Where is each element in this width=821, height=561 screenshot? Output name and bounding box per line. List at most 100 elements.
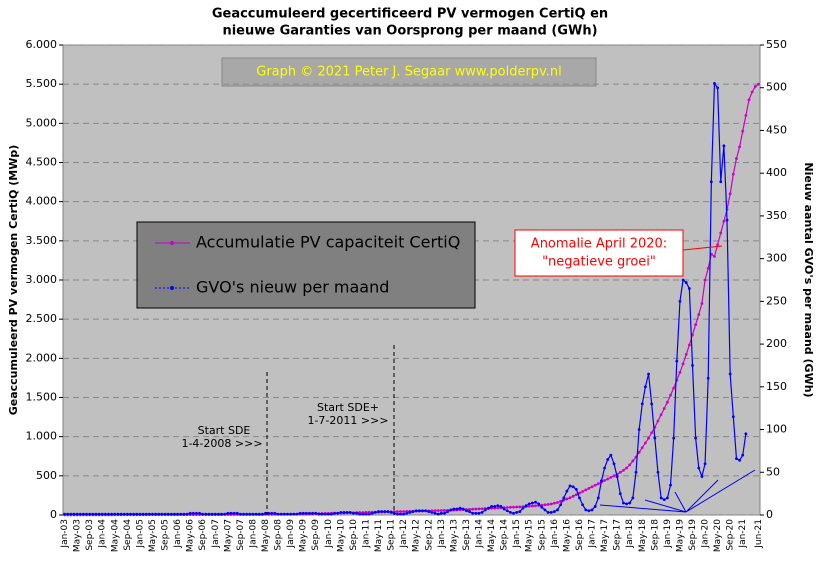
data-point [254, 512, 258, 516]
data-point [188, 511, 192, 515]
data-point [474, 507, 478, 511]
data-point [618, 492, 622, 496]
data-point [719, 180, 723, 184]
data-point [144, 512, 148, 516]
data-point [468, 507, 471, 511]
data-point [323, 512, 327, 516]
data-point [637, 428, 641, 431]
data-point [439, 509, 443, 512]
x-tick-label: May-18 [638, 519, 648, 552]
data-point [471, 507, 475, 511]
x-tick-label: Jan-03 [60, 519, 70, 549]
data-point [530, 501, 534, 505]
x-tick-label: Jan-18 [625, 519, 635, 549]
y2-axis-label: Nieuw aantal GVO's per maand (GWh) [802, 162, 815, 397]
y2-tick-label: 50 [766, 465, 780, 478]
data-point [69, 512, 73, 516]
x-tick-label: May-04 [110, 519, 120, 552]
data-point [414, 509, 418, 513]
annotation-box [514, 229, 684, 277]
data-point [637, 450, 641, 454]
chart-title: nieuwe Garanties van Oorsprong per maand… [222, 24, 597, 39]
data-point [141, 512, 145, 516]
data-point [524, 504, 528, 507]
data-point [301, 511, 305, 515]
y-tick-label: 2.000 [26, 351, 58, 364]
credit-box [221, 57, 597, 87]
data-point [546, 511, 550, 514]
data-point [245, 512, 249, 516]
y2-tick-label: 450 [766, 123, 787, 136]
data-point [408, 511, 412, 514]
x-tick-label: Sep-20 [726, 519, 736, 551]
data-point [342, 511, 346, 514]
data-point [468, 510, 471, 513]
data-point [603, 466, 606, 470]
data-point [738, 458, 741, 462]
data-point [235, 511, 239, 515]
data-point [75, 512, 79, 516]
data-point [417, 509, 421, 513]
data-point [480, 507, 484, 511]
data-point [386, 510, 390, 513]
x-tick-label: Sep-08 [274, 519, 284, 551]
x-tick-label: May-08 [261, 519, 271, 552]
data-point [753, 85, 757, 88]
data-point [248, 512, 252, 516]
data-point [687, 343, 691, 347]
x-tick-label: Sep-07 [236, 519, 246, 551]
data-point [552, 510, 556, 513]
data-point [653, 436, 657, 440]
x-tick-label: Sep-14 [500, 519, 510, 551]
data-point [543, 503, 547, 507]
data-point [587, 509, 591, 513]
data-point [644, 441, 647, 445]
data-point [596, 482, 600, 486]
data-point [424, 509, 428, 513]
data-point [474, 511, 478, 515]
data-point [405, 511, 409, 515]
data-point [612, 462, 616, 466]
data-point [311, 511, 315, 515]
y-tick-label: 500 [36, 469, 57, 482]
data-point [91, 512, 95, 516]
data-point [352, 511, 355, 515]
y2-tick-label: 300 [766, 252, 787, 265]
data-point [402, 510, 406, 513]
data-point [499, 505, 503, 508]
data-point [631, 496, 635, 500]
data-point [260, 512, 264, 516]
data-point [625, 466, 628, 470]
y2-tick-label: 550 [766, 38, 787, 51]
data-point [741, 453, 745, 457]
data-point [574, 493, 578, 497]
data-point [647, 436, 650, 440]
x-tick-label: Jan-04 [98, 519, 108, 549]
y2-tick-label: 200 [766, 337, 787, 350]
annotation: Anomalie April 2020: [531, 237, 667, 252]
x-tick-label: May-19 [675, 519, 685, 552]
data-point [681, 362, 685, 366]
data-point [210, 512, 214, 516]
data-point [483, 508, 487, 512]
data-point [659, 413, 663, 417]
data-point [314, 511, 318, 515]
x-tick-label: Sep-06 [198, 519, 208, 551]
x-tick-label: Jan-20 [701, 519, 711, 549]
data-point [713, 82, 716, 85]
data-point [650, 431, 654, 435]
data-point [552, 501, 556, 505]
legend-marker [170, 241, 174, 245]
data-point [700, 302, 704, 305]
data-point [706, 376, 710, 380]
data-point [471, 511, 475, 515]
data-point [515, 511, 519, 514]
data-point [345, 511, 349, 514]
data-point [681, 278, 685, 282]
data-point [631, 459, 635, 463]
legend-label: GVO's nieuw per maand [196, 278, 389, 297]
x-tick-label: Sep-16 [575, 519, 585, 551]
data-point [427, 510, 431, 513]
data-point [669, 483, 672, 487]
data-point [606, 458, 610, 461]
